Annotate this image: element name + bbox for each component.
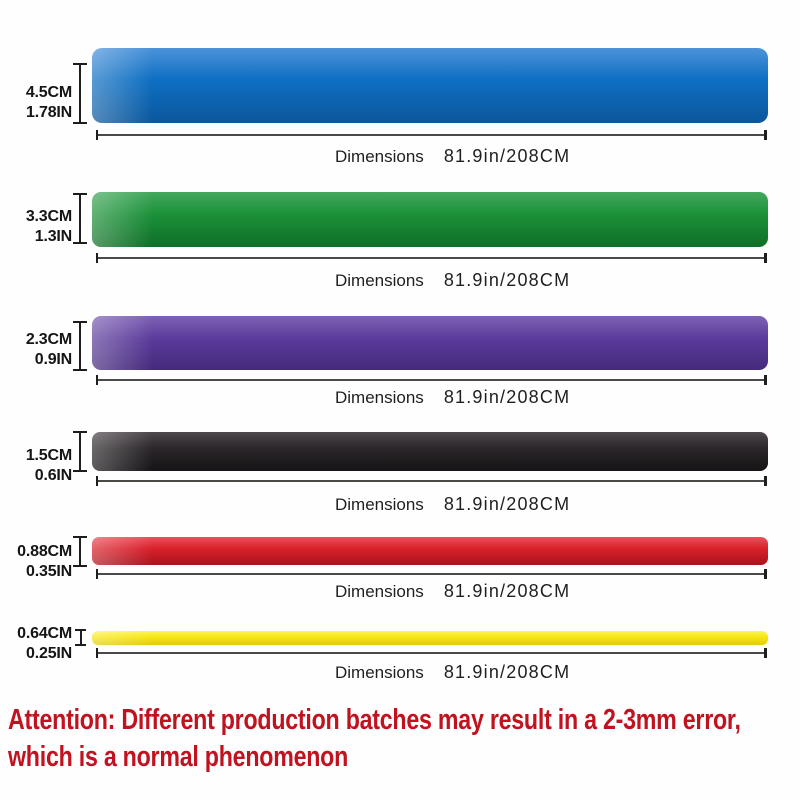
resistance-band-yellow: [92, 631, 768, 645]
dimensions-value: 81.9in/208CM: [443, 581, 571, 601]
size-in: 0.9IN: [34, 351, 72, 368]
resistance-band-blue: [92, 48, 768, 123]
dimension-text: Dimensions 81.9in/208CM: [335, 387, 570, 408]
dimensions-label: Dimensions: [335, 663, 424, 682]
size-in: 0.25IN: [26, 645, 72, 662]
dimensions-label: Dimensions: [335, 147, 424, 166]
resistance-band-red: [92, 537, 768, 565]
height-bracket-icon: [75, 629, 86, 646]
size-in: 1.3IN: [34, 228, 72, 245]
height-bracket-icon: [73, 321, 87, 371]
size-cm: 0.64CM: [17, 625, 72, 642]
size-cm: 1.5CM: [25, 447, 72, 464]
height-bracket-icon: [73, 193, 87, 244]
dimension-text: Dimensions 81.9in/208CM: [335, 494, 570, 515]
attention-line-1: Attention: Different production batches …: [8, 704, 741, 736]
size-cm: 2.3CM: [25, 331, 72, 348]
size-in: 1.78IN: [26, 104, 72, 121]
attention-note: Attention: Different production batches …: [8, 702, 796, 776]
size-label-yellow: 0.64CM 0.25IN: [0, 624, 72, 664]
dimension-line: [96, 648, 767, 658]
dimension-line: [96, 130, 767, 140]
attention-line-2: which is a normal phenomenon: [8, 741, 349, 773]
size-cm: 4.5CM: [25, 84, 72, 101]
dimensions-label: Dimensions: [335, 388, 424, 407]
size-cm: 0.88CM: [17, 543, 72, 560]
size-label-purple: 2.3CM 0.9IN: [0, 330, 72, 370]
dimensions-label: Dimensions: [335, 271, 424, 290]
height-bracket-icon: [73, 431, 87, 472]
dimensions-value: 81.9in/208CM: [443, 146, 571, 166]
dimension-line: [96, 476, 767, 486]
size-cm: 3.3CM: [25, 208, 72, 225]
resistance-band-purple: [92, 316, 768, 370]
resistance-band-green: [92, 192, 768, 247]
height-bracket-icon: [73, 63, 87, 124]
dimensions-label: Dimensions: [335, 495, 424, 514]
dimensions-value: 81.9in/208CM: [443, 387, 571, 407]
dimension-line: [96, 569, 767, 579]
dimension-text: Dimensions 81.9in/208CM: [335, 662, 570, 683]
dimensions-label: Dimensions: [335, 582, 424, 601]
size-label-red: 0.88CM 0.35IN: [0, 542, 72, 582]
dimension-text: Dimensions 81.9in/208CM: [335, 581, 570, 602]
resistance-band-black: [92, 432, 768, 471]
height-bracket-icon: [73, 536, 87, 567]
size-label-blue: 4.5CM 1.78IN: [0, 83, 72, 123]
size-label-black: 1.5CM 0.6IN: [0, 446, 72, 486]
size-in: 0.6IN: [34, 467, 72, 484]
size-in: 0.35IN: [26, 563, 72, 580]
dimensions-value: 81.9in/208CM: [443, 662, 571, 682]
dimension-line: [96, 253, 767, 263]
size-label-green: 3.3CM 1.3IN: [0, 207, 72, 247]
dimension-text: Dimensions 81.9in/208CM: [335, 146, 570, 167]
dimensions-value: 81.9in/208CM: [443, 494, 571, 514]
dimension-line: [96, 375, 767, 385]
dimensions-value: 81.9in/208CM: [443, 270, 571, 290]
dimension-text: Dimensions 81.9in/208CM: [335, 270, 570, 291]
